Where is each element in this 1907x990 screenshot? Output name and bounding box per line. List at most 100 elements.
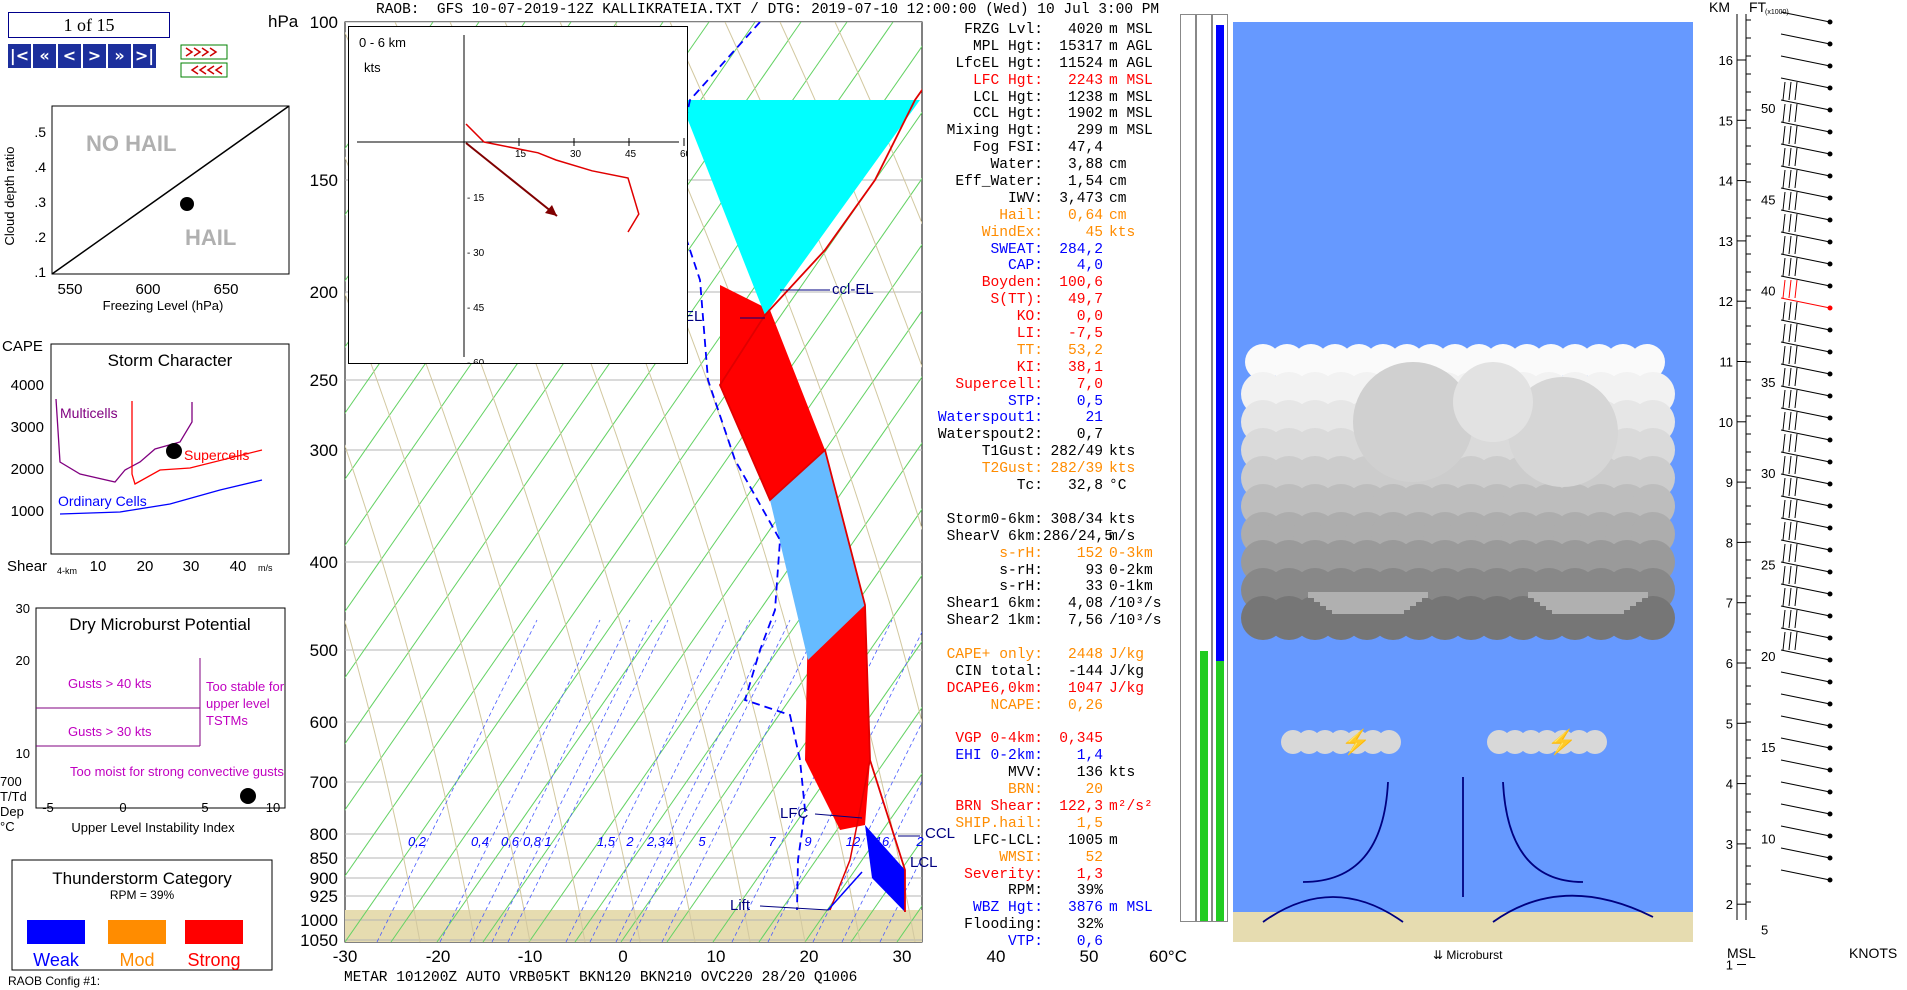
svg-text:5: 5 bbox=[201, 800, 208, 815]
first-button[interactable]: |< bbox=[8, 44, 31, 68]
svg-text:CAPE: CAPE bbox=[2, 338, 43, 355]
svg-text:T/Td: T/Td bbox=[0, 789, 27, 804]
index-row: BRN Shear: 122,3 m²/s² bbox=[955, 798, 1153, 815]
index-row: CIN total: -144 J/kg bbox=[955, 663, 1145, 680]
svg-text:Mod: Mod bbox=[119, 950, 154, 970]
index-row: T2Gust: 282/39 kts bbox=[981, 461, 1136, 478]
index-row: Storm0-6km: 308/34 kts bbox=[946, 511, 1136, 528]
svg-text:40: 40 bbox=[230, 558, 247, 575]
index-row: LCL Hgt: 1238 m MSL bbox=[972, 89, 1153, 106]
svg-text:30: 30 bbox=[16, 601, 30, 616]
svg-text:9: 9 bbox=[1726, 475, 1733, 490]
temperature-tick: -10 bbox=[518, 947, 543, 966]
svg-text:.4: .4 bbox=[34, 159, 46, 175]
svg-text:11: 11 bbox=[1720, 355, 1734, 370]
weak-swatch bbox=[27, 920, 85, 944]
index-row: FRZG Lvl: 4020 m MSL bbox=[964, 22, 1153, 38]
svg-text:- 45: - 45 bbox=[467, 303, 485, 314]
svg-text:5: 5 bbox=[1761, 923, 1768, 938]
previous-button[interactable]: < bbox=[58, 44, 81, 68]
svg-text:3000: 3000 bbox=[11, 419, 44, 436]
pressure-tick: 1050 bbox=[300, 931, 338, 950]
mixing-ratio-label: 0,8 bbox=[523, 834, 542, 849]
index-row: RPM: 39% bbox=[1007, 883, 1103, 900]
svg-text:CCL: CCL bbox=[925, 825, 955, 842]
index-row: Water: 3,88 cm bbox=[990, 157, 1127, 174]
svg-text:30: 30 bbox=[570, 149, 582, 160]
hodograph: 15 30 45 60 - 15 - 30 - 45 - 60 0 - 6 km kts bbox=[348, 26, 692, 369]
svg-text:LCL: LCL bbox=[910, 854, 938, 871]
index-row: CAPE+ only: 2448 J/kg bbox=[946, 646, 1145, 663]
pressure-tick: 900 bbox=[310, 869, 338, 888]
temperature-tick: 10 bbox=[707, 947, 726, 966]
navigation-buttons: |< « < > » >| bbox=[8, 44, 156, 68]
mixing-ratio-label: 0,2 bbox=[408, 834, 427, 849]
index-row: Shear1 6km: 4,08/10³/s bbox=[946, 596, 1162, 613]
temperature-tick: 20 bbox=[800, 947, 819, 966]
svg-text:-5: -5 bbox=[42, 800, 54, 815]
index-row: TT: 53,2 bbox=[1016, 342, 1103, 359]
svg-text:- 30: - 30 bbox=[467, 248, 485, 259]
index-row: Fog FSI: 47,4 bbox=[972, 140, 1103, 157]
hail-label: HAIL bbox=[185, 225, 236, 250]
temperature-tick: -20 bbox=[426, 947, 451, 966]
svg-text:Too moist for strong convectiv: Too moist for strong convective gusts bbox=[70, 764, 284, 779]
sounding-header: RAOB: GFS 10-07-2019-12Z KALLIKRATEIA.TX… bbox=[376, 2, 1160, 18]
skewt-diagram: hPa 100150200250300400500600700800850900… bbox=[268, 12, 1187, 966]
mixing-ratio-label: 2 bbox=[915, 834, 924, 849]
bar-middle bbox=[1196, 14, 1212, 922]
pressure-tick: 1000 bbox=[300, 911, 338, 930]
pressure-tick: 200 bbox=[310, 283, 338, 302]
svg-text:.1: .1 bbox=[34, 264, 46, 280]
temperature-tick: 0 bbox=[618, 947, 627, 966]
svg-text:- 15: - 15 bbox=[467, 193, 485, 204]
index-row: Severity: 1,3 bbox=[964, 866, 1103, 883]
index-row: WMSI: 52 bbox=[999, 849, 1103, 866]
next-button[interactable]: > bbox=[83, 44, 106, 68]
index-row: Supercell: 7,0 bbox=[955, 376, 1103, 393]
metar-line: METAR 101200Z AUTO VRB05KT BKN120 BKN210… bbox=[344, 970, 858, 986]
svg-text:MSL: MSL bbox=[1727, 945, 1756, 961]
rewind-button[interactable]: « bbox=[33, 44, 56, 68]
height-scale: KM FT (x1000) 16 15 14 13 12 11 10 9 8 7 6 5 4 3 2 1 50 4… bbox=[1709, 0, 1897, 973]
svg-text:Gusts > 40 kts: Gusts > 40 kts bbox=[68, 676, 152, 691]
svg-text:EL: EL bbox=[684, 308, 702, 325]
sounding-counter[interactable]: 1 of 15 bbox=[8, 12, 170, 38]
svg-text:0 - 6 km: 0 - 6 km bbox=[359, 35, 406, 50]
index-row: EHI 0-2km: 1,4 bbox=[955, 748, 1103, 765]
index-row: Eff_Water: 1,54 cm bbox=[955, 174, 1127, 191]
mixing-ratio-label: 2,3 bbox=[646, 834, 666, 849]
index-row: s-rH: 33 0-1km bbox=[999, 579, 1153, 596]
index-row: SHIP.hail: 1,5 bbox=[955, 815, 1103, 832]
svg-text:15: 15 bbox=[1719, 113, 1733, 128]
svg-text:KM: KM bbox=[1709, 0, 1730, 15]
mixing-ratio-label: 1,5 bbox=[597, 834, 616, 849]
svg-text:2: 2 bbox=[1726, 897, 1733, 912]
index-row: MVV: 136 kts bbox=[1007, 765, 1136, 782]
strong-swatch bbox=[185, 920, 243, 944]
pressure-tick: 250 bbox=[310, 371, 338, 390]
temperature-tick: 40 bbox=[987, 947, 1006, 966]
last-button[interactable]: >| bbox=[133, 44, 156, 68]
index-row: WBZ Hgt: 3876 m MSL bbox=[972, 900, 1153, 917]
index-row: Waterspout1: 21 bbox=[937, 410, 1103, 427]
svg-text:25: 25 bbox=[1761, 558, 1775, 573]
mixing-ratio-label: 12 bbox=[846, 834, 861, 849]
svg-text:10: 10 bbox=[90, 558, 107, 575]
mixing-ratio-label: 7 bbox=[768, 834, 776, 849]
svg-text:.2: .2 bbox=[34, 229, 46, 245]
svg-text:⚡: ⚡ bbox=[1547, 728, 1577, 756]
pressure-tick: 100 bbox=[310, 13, 338, 32]
pressure-tick: 925 bbox=[310, 887, 338, 906]
hail-xlabel: Freezing Level (hPa) bbox=[103, 298, 224, 313]
svg-text:10: 10 bbox=[1761, 831, 1775, 846]
fast-forward-button[interactable]: » bbox=[108, 44, 131, 68]
svg-text:Multicells: Multicells bbox=[60, 405, 118, 421]
hail-chart: NO HAIL HAIL .5 .4 .3 .2 .1 550 600 650 … bbox=[0, 100, 295, 315]
svg-text:4-km: 4-km bbox=[57, 566, 77, 576]
index-row: Hail: 0,64 cm bbox=[999, 207, 1127, 224]
microburst-label: ⇊ Microburst bbox=[1433, 948, 1503, 962]
wind-chevrons-icon[interactable] bbox=[180, 44, 228, 80]
index-row: s-rH: 93 0-2km bbox=[999, 562, 1153, 579]
pressure-tick: 700 bbox=[310, 773, 338, 792]
